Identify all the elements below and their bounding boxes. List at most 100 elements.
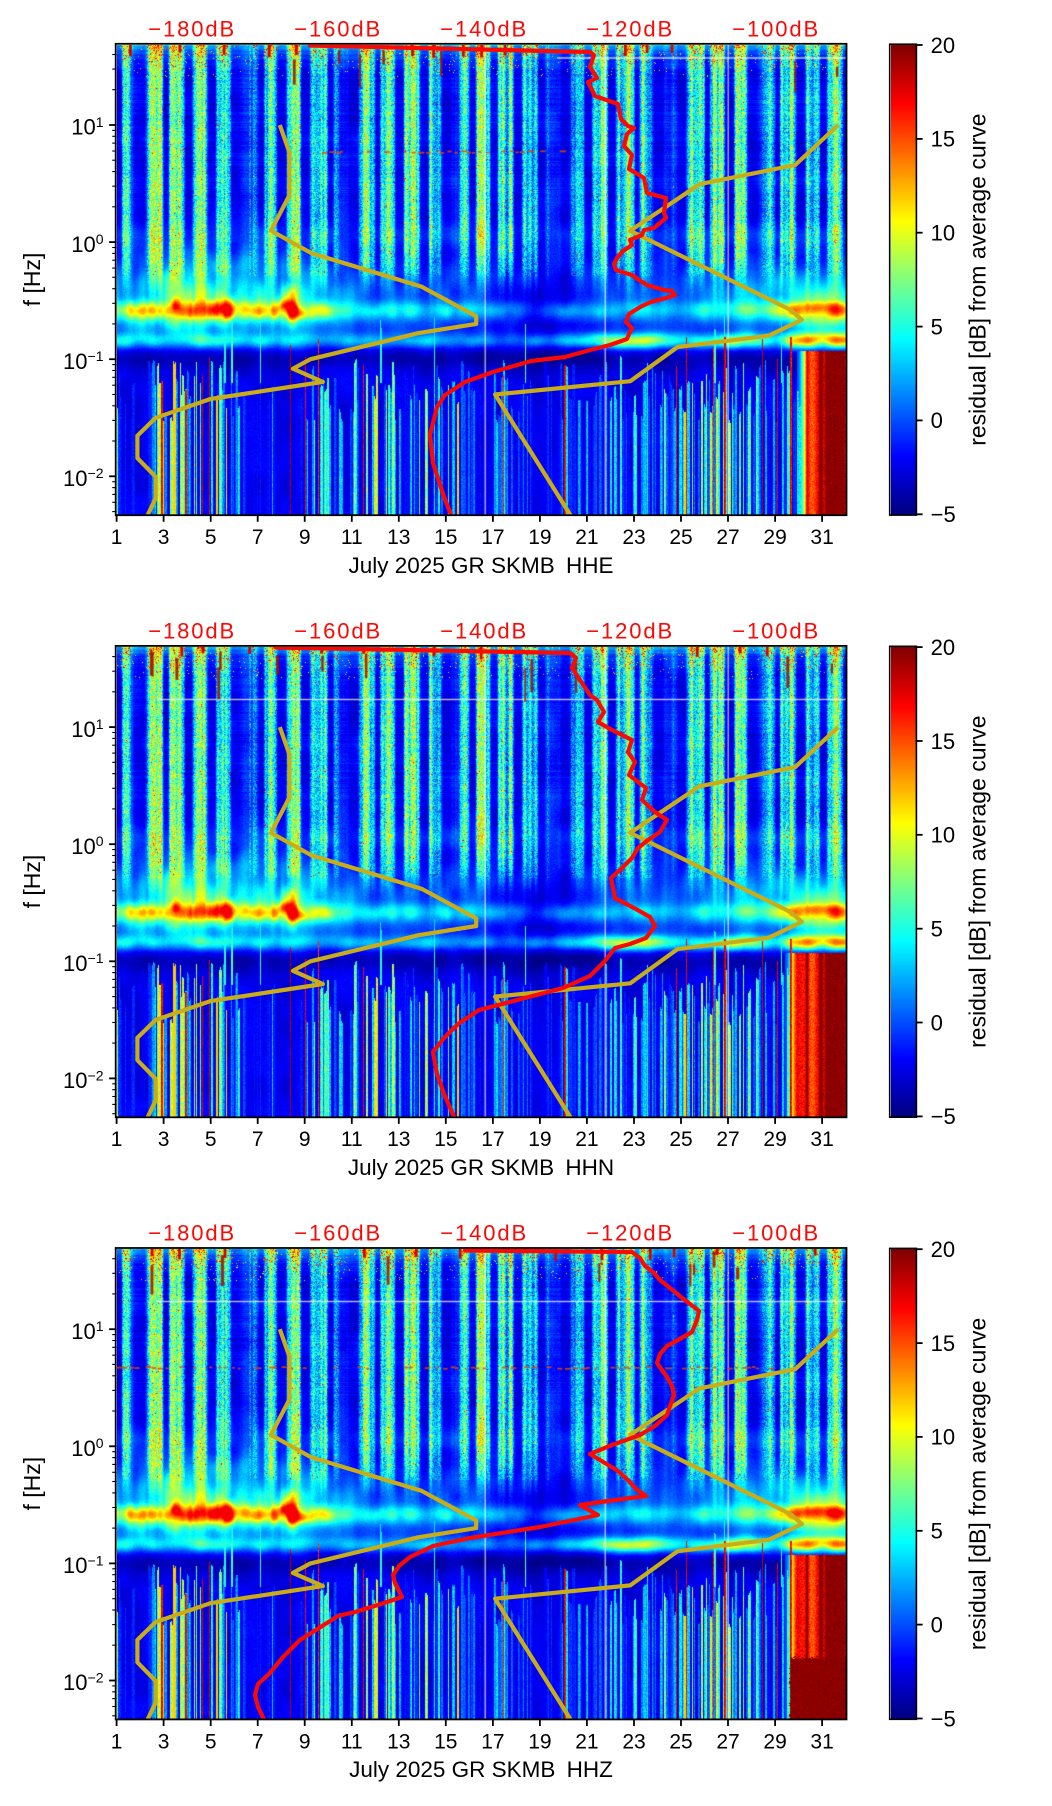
svg-text:10: 10 [931,221,955,246]
svg-text:−100dB: −100dB [732,619,820,644]
svg-text:5: 5 [931,917,943,942]
svg-text:20: 20 [931,33,955,58]
svg-text:100: 100 [71,833,103,859]
svg-text:9: 9 [299,1128,311,1151]
svg-text:1: 1 [111,1730,123,1753]
svg-text:101: 101 [71,1318,103,1344]
svg-text:29: 29 [763,1128,786,1151]
svg-text:10−1: 10−1 [63,950,104,976]
svg-text:7: 7 [252,1730,264,1753]
svg-text:101: 101 [71,716,103,742]
svg-text:31: 31 [810,1128,833,1151]
svg-text:−120dB: −120dB [586,17,674,42]
svg-text:f [Hz]: f [Hz] [19,855,45,909]
svg-text:−120dB: −120dB [586,1221,674,1246]
svg-text:9: 9 [299,526,311,549]
svg-text:−160dB: −160dB [294,619,382,644]
svg-text:101: 101 [71,114,103,140]
svg-text:21: 21 [575,1730,598,1753]
svg-text:3: 3 [158,526,170,549]
svg-text:19: 19 [528,526,551,549]
svg-text:100: 100 [71,231,103,257]
svg-text:1: 1 [111,526,123,549]
svg-text:1: 1 [111,1128,123,1151]
svg-text:13: 13 [387,1730,410,1753]
svg-text:5: 5 [931,1519,943,1544]
svg-text:27: 27 [716,526,739,549]
svg-text:15: 15 [931,729,955,754]
svg-text:17: 17 [481,526,504,549]
svg-text:13: 13 [387,526,410,549]
svg-text:7: 7 [252,1128,264,1151]
svg-text:−100dB: −100dB [732,17,820,42]
svg-text:29: 29 [763,1730,786,1753]
svg-text:residual [dB] from average cur: residual [dB] from average curve [965,716,991,1048]
svg-text:15: 15 [931,1331,955,1356]
svg-text:25: 25 [669,526,692,549]
svg-text:July 2025 GR SKMB HHE: July 2025 GR SKMB HHE [348,553,613,578]
svg-text:100: 100 [71,1435,103,1461]
svg-text:17: 17 [481,1730,504,1753]
svg-text:July 2025 GR SKMB HHN: July 2025 GR SKMB HHN [348,1155,614,1180]
svg-text:−180dB: −180dB [148,17,236,42]
svg-text:27: 27 [716,1730,739,1753]
svg-text:29: 29 [763,526,786,549]
svg-text:−160dB: −160dB [294,1221,382,1246]
svg-text:23: 23 [622,1128,645,1151]
svg-text:23: 23 [622,526,645,549]
svg-text:13: 13 [387,1128,410,1151]
svg-text:23: 23 [622,1730,645,1753]
svg-text:20: 20 [931,635,955,660]
svg-text:−160dB: −160dB [294,17,382,42]
svg-text:−140dB: −140dB [440,619,528,644]
svg-text:−100dB: −100dB [732,1221,820,1246]
svg-text:3: 3 [158,1128,170,1151]
svg-text:5: 5 [205,1730,217,1753]
svg-text:10: 10 [931,1425,955,1450]
svg-text:27: 27 [716,1128,739,1151]
svg-text:15: 15 [434,526,457,549]
svg-text:10−2: 10−2 [63,1669,104,1695]
svg-text:5: 5 [205,526,217,549]
svg-text:7: 7 [252,526,264,549]
svg-text:21: 21 [575,1128,598,1151]
svg-text:11: 11 [341,1730,363,1753]
svg-text:July 2025 GR SKMB HHZ: July 2025 GR SKMB HHZ [349,1757,613,1782]
svg-text:0: 0 [931,1010,943,1035]
svg-text:9: 9 [299,1730,311,1753]
svg-text:10: 10 [931,823,955,848]
svg-text:−5: −5 [931,502,956,527]
svg-text:f [Hz]: f [Hz] [19,1457,45,1511]
svg-text:residual [dB] from average cur: residual [dB] from average curve [965,113,991,445]
svg-text:5: 5 [931,314,943,339]
svg-text:−120dB: −120dB [586,619,674,644]
svg-text:11: 11 [341,526,363,549]
svg-text:25: 25 [669,1128,692,1151]
svg-text:10−1: 10−1 [63,348,104,374]
svg-text:5: 5 [205,1128,217,1151]
svg-text:10−2: 10−2 [63,465,104,491]
svg-text:−5: −5 [931,1104,956,1129]
svg-text:0: 0 [931,1612,943,1637]
svg-text:f [Hz]: f [Hz] [19,253,45,307]
svg-text:3: 3 [158,1730,170,1753]
svg-text:−140dB: −140dB [440,1221,528,1246]
svg-text:−140dB: −140dB [440,17,528,42]
svg-text:10−1: 10−1 [63,1552,104,1578]
svg-text:15: 15 [931,127,955,152]
svg-text:19: 19 [528,1128,551,1151]
svg-text:21: 21 [575,526,598,549]
svg-text:11: 11 [341,1128,363,1151]
svg-text:17: 17 [481,1128,504,1151]
svg-text:0: 0 [931,408,943,433]
svg-text:15: 15 [434,1128,457,1151]
svg-text:25: 25 [669,1730,692,1753]
svg-text:residual [dB] from average cur: residual [dB] from average curve [965,1318,991,1650]
svg-text:10−2: 10−2 [63,1067,104,1093]
svg-text:31: 31 [810,1730,833,1753]
svg-text:−5: −5 [931,1706,956,1731]
svg-text:15: 15 [434,1730,457,1753]
svg-text:19: 19 [528,1730,551,1753]
svg-text:31: 31 [810,526,833,549]
svg-text:−180dB: −180dB [148,619,236,644]
